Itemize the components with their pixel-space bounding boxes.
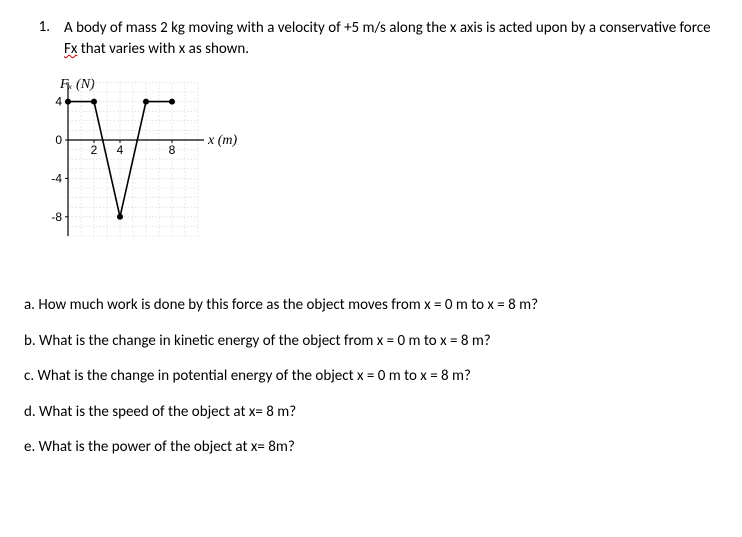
- sub-question-a: a. How much work is done by this force a…: [24, 296, 722, 316]
- question-text-pre: A body of mass 2 kg moving with a veloci…: [64, 19, 711, 37]
- question-header: 1. A body of mass 2 kg moving with a vel…: [20, 18, 722, 60]
- svg-text:-8: -8: [51, 210, 62, 224]
- svg-text:2: 2: [91, 143, 98, 157]
- question-number: 1.: [20, 18, 64, 36]
- svg-text:8: 8: [169, 143, 176, 157]
- svg-text:4: 4: [117, 143, 124, 157]
- svg-text:x (m): x (m): [207, 133, 237, 148]
- question-text: A body of mass 2 kg moving with a veloci…: [64, 18, 722, 60]
- sub-question-b: b. What is the change in kinetic energy …: [24, 332, 722, 352]
- svg-text:-4: -4: [51, 171, 62, 185]
- sub-question-c: c. What is the change in potential energ…: [24, 367, 722, 387]
- svg-text:0: 0: [55, 133, 62, 147]
- question-text-post: that varies with x as shown.: [77, 40, 249, 58]
- svg-text:Fₓ (N): Fₓ (N): [59, 78, 95, 92]
- chart-svg: Fₓ (N) 4 0 -4 -8 2 4 8 x (m): [34, 78, 264, 268]
- sub-question-d: d. What is the speed of the object at x=…: [24, 403, 722, 423]
- sub-question-e: e. What is the power of the object at x=…: [24, 438, 722, 458]
- svg-text:4: 4: [55, 95, 62, 109]
- question-text-underline: Fx: [64, 40, 77, 58]
- force-chart: Fₓ (N) 4 0 -4 -8 2 4 8 x (m): [34, 78, 264, 268]
